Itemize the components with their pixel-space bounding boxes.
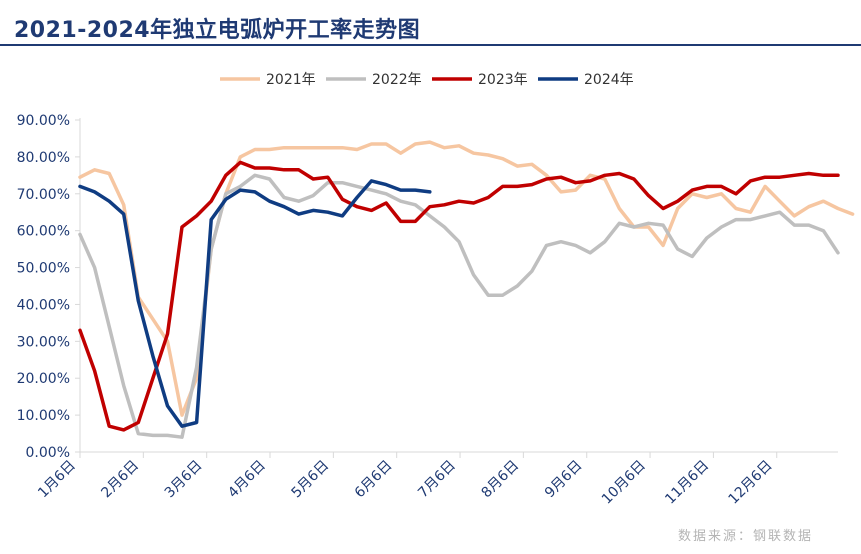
y-tick-label: 60.00% (17, 224, 70, 240)
data-source-note: 数据来源：钢联数据 (677, 529, 813, 544)
y-tick-label: 50.00% (17, 261, 70, 277)
legend-label: 2021年 (266, 72, 316, 88)
x-tick-label: 1月6日 (35, 458, 79, 502)
y-tick-label: 0.00% (26, 445, 70, 461)
legend-label: 2023年 (478, 72, 528, 88)
series-line-2 (78, 173, 840, 439)
y-tick-label: 90.00% (17, 113, 70, 129)
x-tick-label: 7月6日 (415, 458, 459, 502)
legend-label: 2022年 (372, 72, 422, 88)
title-underline (0, 44, 861, 46)
y-tick-label: 20.00% (17, 371, 70, 387)
series-line-3 (78, 160, 840, 432)
x-tick-label: 11月6日 (662, 458, 712, 508)
x-tick-label: 5月6日 (288, 458, 332, 502)
legend-label: 2024年 (584, 72, 634, 88)
x-tick-label: 3月6日 (162, 458, 206, 502)
series-line-4 (78, 179, 432, 428)
x-axis: 1月6日 2月6日 3月6日 4月6日 5月6日 6月6日 7月6日 8月6日 9月6日 10月6… (35, 451, 838, 508)
y-tick-label: 30.00% (17, 334, 70, 350)
x-tick-label: 9月6日 (542, 458, 586, 502)
x-tick-label: 6月6日 (352, 458, 396, 502)
x-tick-label: 10月6日 (599, 458, 649, 508)
x-tick-label: 4月6日 (225, 458, 269, 502)
x-tick-label: 2月6日 (98, 458, 142, 502)
y-axis: 0.00% 10.00% 20.00% 30.00% 40.00% 50.00% 60.00… (17, 113, 81, 461)
y-tick-label: 80.00% (17, 150, 70, 166)
x-tick-label: 8月6日 (478, 458, 522, 502)
y-tick-label: 40.00% (17, 297, 70, 313)
series-layer (78, 140, 855, 439)
chart-legend: 2021年 2022年 2023年 2024年 (220, 72, 634, 88)
chart-title: 2021-2024年独立电弧炉开工率走势图 (14, 18, 421, 43)
y-tick-label: 10.00% (17, 408, 70, 424)
y-tick-label: 70.00% (17, 187, 70, 203)
x-tick-label: 12月6日 (726, 458, 776, 508)
